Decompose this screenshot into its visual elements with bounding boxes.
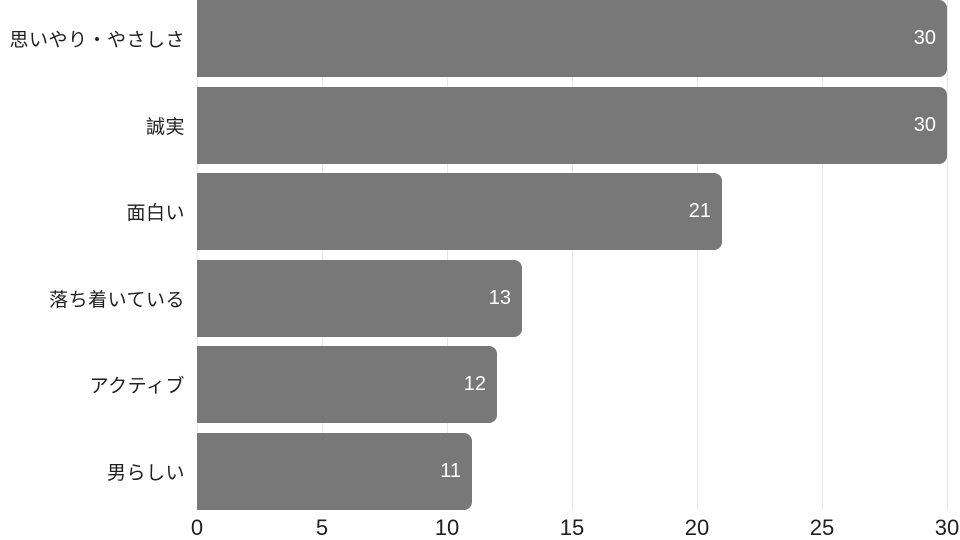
bar-row: 落ち着いている 13 — [0, 259, 960, 337]
bar-track: 30 — [197, 86, 947, 164]
bar-row: 思いやり・やさしさ 30 — [0, 0, 960, 77]
x-axis: 0 5 10 15 20 25 30 — [0, 510, 960, 540]
x-axis-tick: 30 — [934, 515, 960, 540]
category-label: 面白い — [126, 203, 185, 225]
bar-row: 面白い 21 — [0, 173, 960, 251]
bar-value-label: 11 — [440, 459, 461, 482]
x-axis-tick: 10 — [434, 515, 460, 540]
bar: 30 — [197, 86, 947, 164]
category-label: 男らしい — [106, 462, 185, 484]
bar: 21 — [197, 173, 722, 251]
x-axis-tick: 15 — [559, 515, 585, 540]
gridline — [947, 0, 948, 510]
bar-row: アクティブ 12 — [0, 346, 960, 424]
bar: 30 — [197, 0, 947, 77]
bar-value-label: 12 — [463, 373, 486, 396]
bar-row: 男らしい 11 — [0, 432, 960, 510]
category-label: アクティブ — [89, 376, 185, 398]
bar-track: 30 — [197, 0, 947, 77]
bar-value-label: 21 — [688, 200, 711, 223]
category-label: 思いやり・やさしさ — [9, 30, 185, 51]
bar-value-label: 30 — [913, 113, 936, 136]
gridline — [822, 0, 823, 510]
x-axis-tick: 0 — [190, 515, 204, 540]
category-label: 落ち着いている — [49, 289, 185, 311]
gridline — [322, 0, 323, 510]
bar: 13 — [197, 259, 522, 337]
x-axis-tick: 25 — [809, 515, 835, 540]
gridline — [572, 0, 573, 510]
gridline — [197, 0, 198, 510]
bar-value-label: 30 — [913, 27, 936, 49]
gridline-layer — [197, 0, 948, 510]
bar-track: 11 — [197, 432, 947, 510]
gridline — [697, 0, 698, 510]
bar-track: 21 — [197, 173, 947, 251]
bar-track: 13 — [197, 259, 947, 337]
category-label: 誠実 — [145, 116, 185, 138]
bar: 12 — [197, 346, 497, 424]
bar-value-label: 13 — [488, 286, 511, 309]
bar: 11 — [197, 432, 472, 510]
bar-row: 誠実 30 — [0, 86, 960, 164]
x-axis-tick: 5 — [315, 515, 329, 540]
x-axis-tick: 20 — [684, 515, 710, 540]
bar-track: 12 — [197, 346, 947, 424]
bar-rows: 思いやり・やさしさ 30 誠実 30 面白い 21 — [0, 0, 960, 510]
gridline — [447, 0, 448, 510]
